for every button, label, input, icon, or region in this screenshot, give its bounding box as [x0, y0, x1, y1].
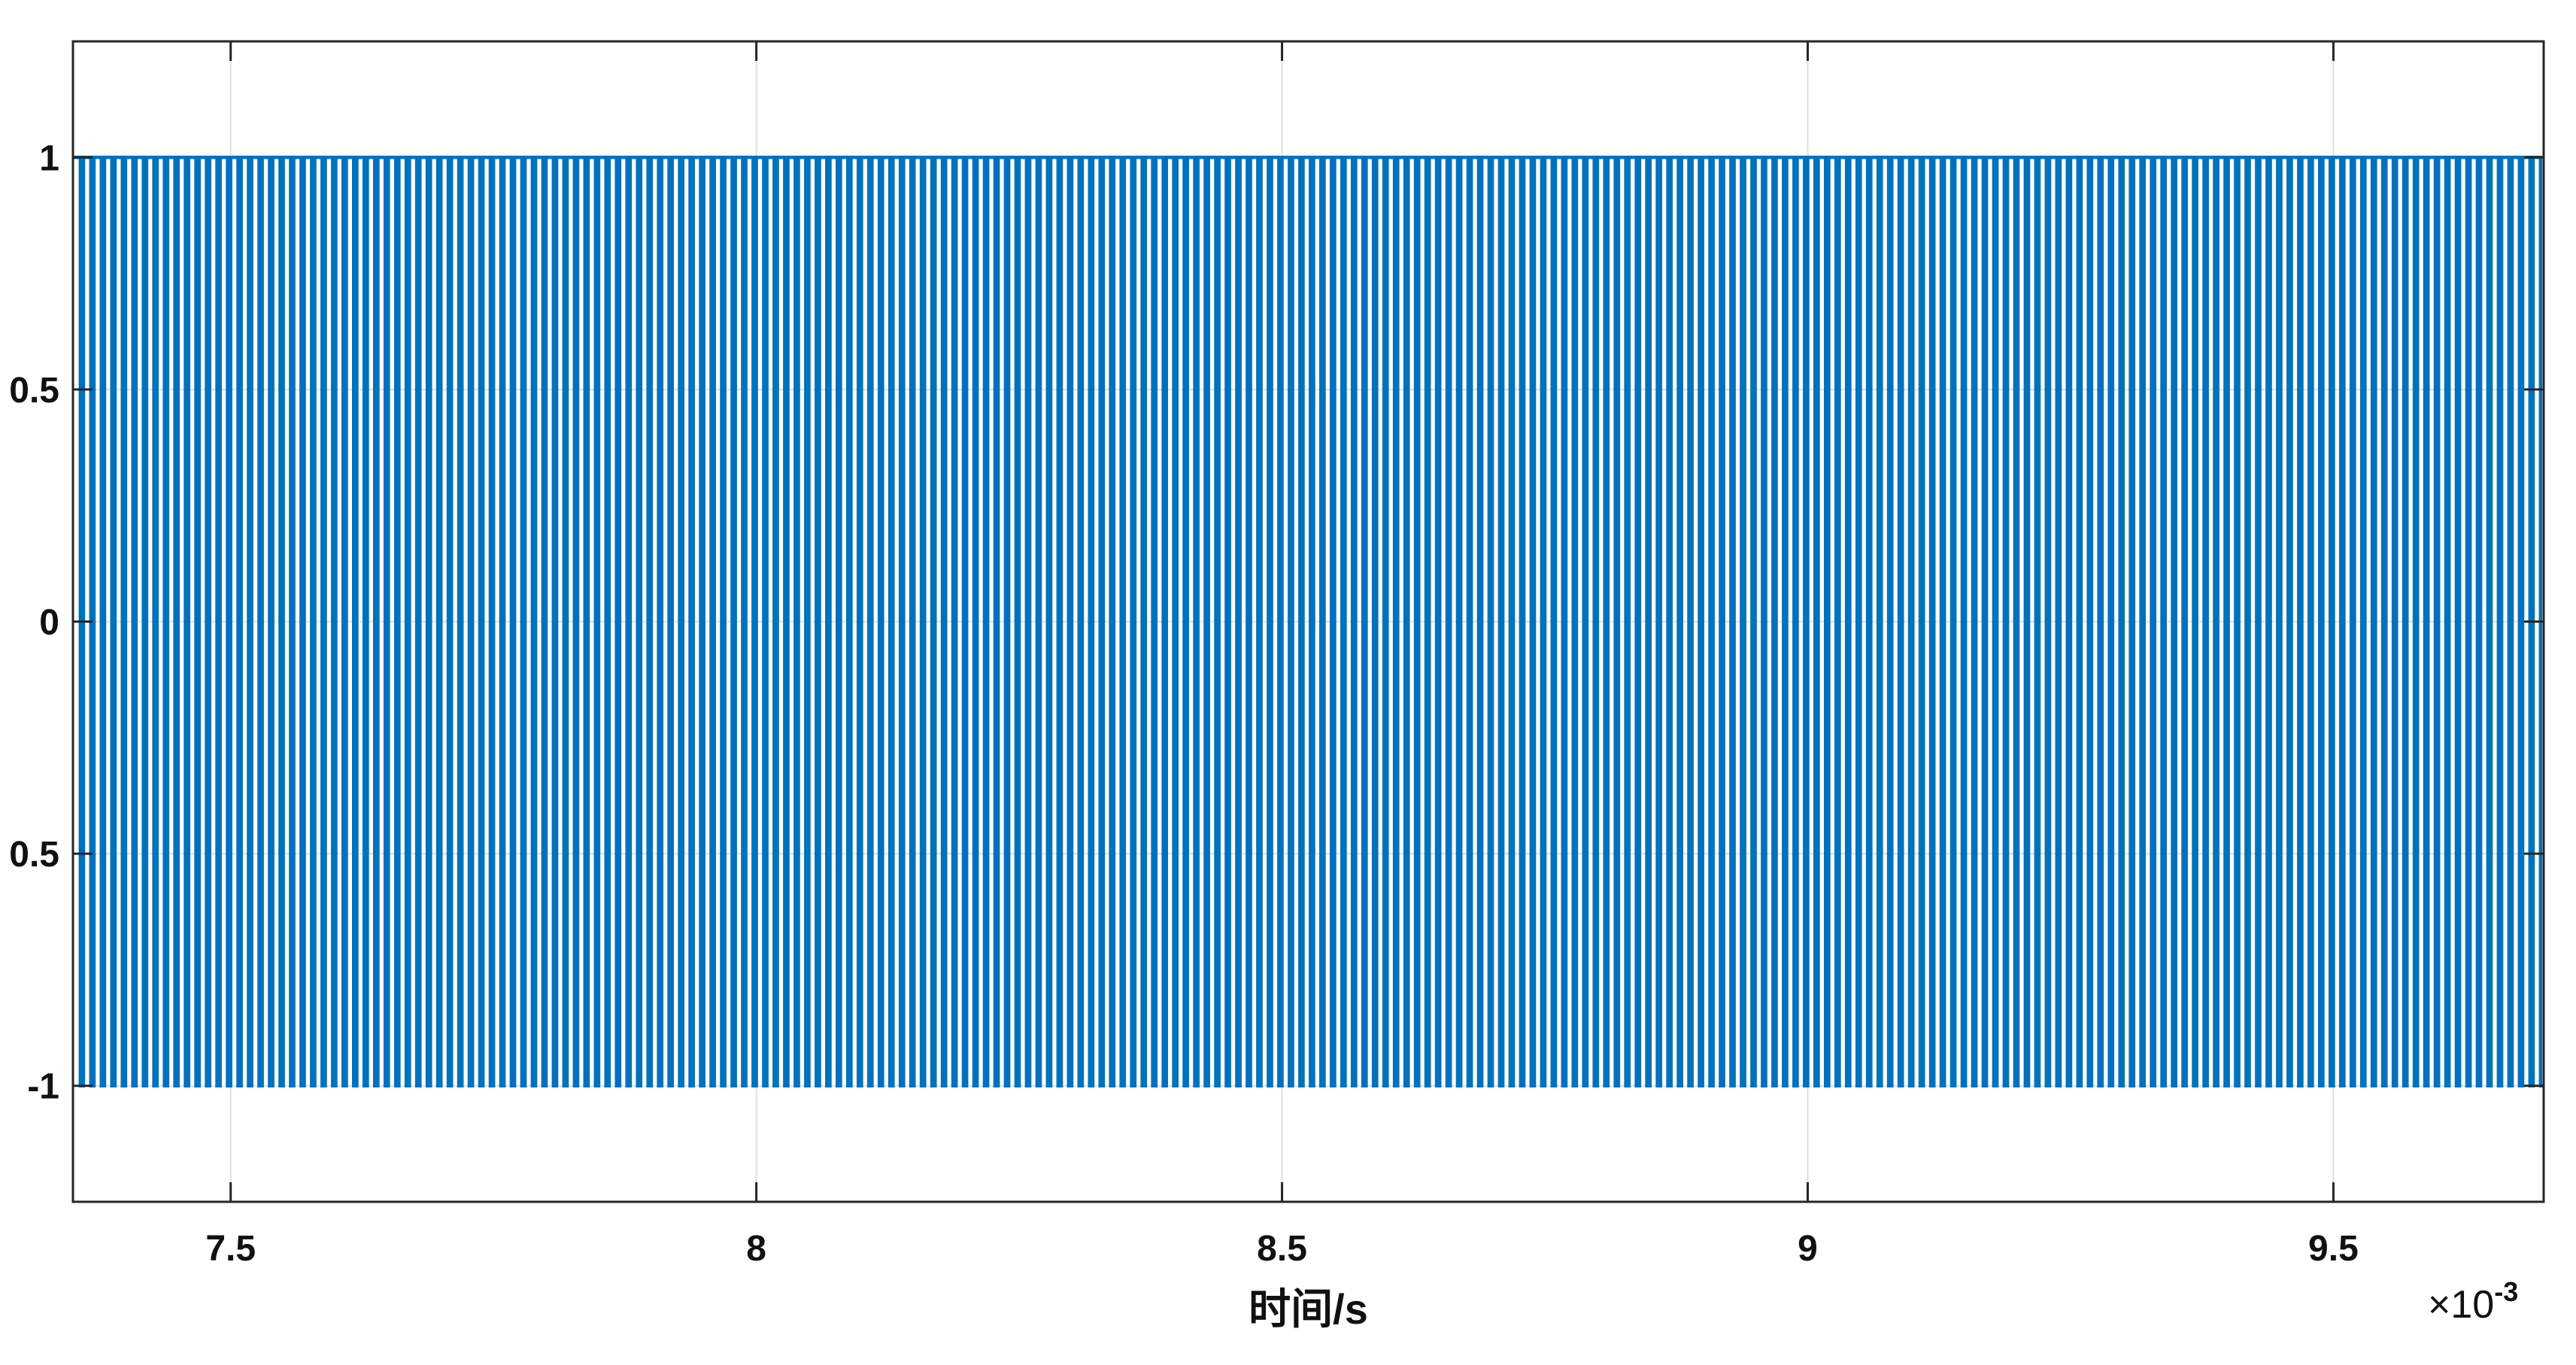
x-tick-labels: 7.5 8 8.5 9 9.5 — [205, 1229, 2358, 1269]
y-tick-label: 0 — [39, 603, 59, 643]
y-tick-label: -1 — [27, 1067, 59, 1107]
tick-marks — [73, 41, 2544, 1202]
x-exponent-label: ×10-3 — [2428, 1276, 2518, 1327]
y-tick-label: 1 — [39, 138, 59, 178]
x-exponent-base: ×10 — [2428, 1283, 2494, 1327]
series-layer — [73, 156, 2544, 1087]
x-tick-label: 8 — [746, 1229, 766, 1269]
x-tick-label: 9 — [1798, 1229, 1818, 1269]
y-tick-label: 0.5 — [9, 371, 59, 411]
x-tick-label: 8.5 — [1257, 1229, 1307, 1269]
series-line — [73, 156, 2544, 1087]
x-tick-label: 9.5 — [2308, 1229, 2359, 1269]
x-tick-label: 7.5 — [205, 1229, 256, 1269]
x-axis-label: 时间/s — [1249, 1285, 1368, 1333]
y-tick-labels: 1 0.5 0 0.5 -1 — [9, 138, 59, 1106]
x-exponent-power: -3 — [2494, 1276, 2518, 1307]
y-tick-label: 0.5 — [9, 835, 59, 875]
